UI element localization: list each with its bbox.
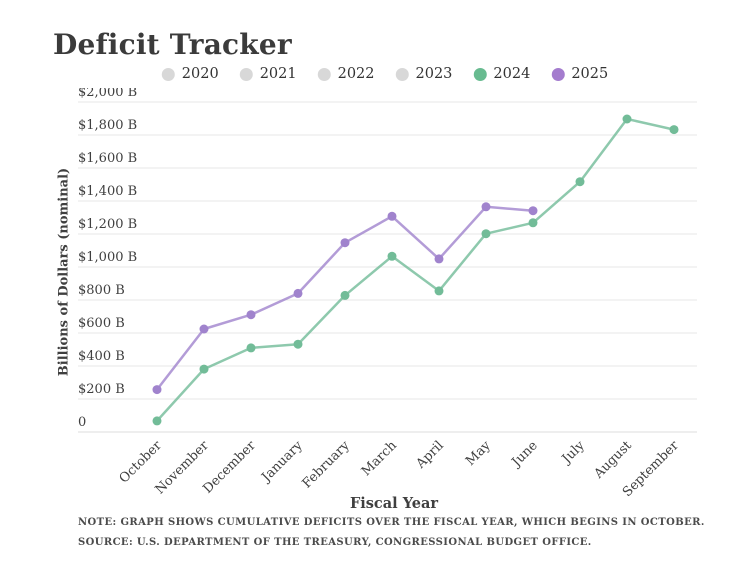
y-tick-label: $600 B	[78, 316, 125, 331]
data-point-2025-October[interactable]	[152, 385, 162, 395]
y-tick-label: $1,400 B	[78, 184, 137, 199]
x-tick-label-July: July	[558, 438, 588, 468]
data-point-2025-November[interactable]	[199, 324, 209, 334]
page-title: Deficit Tracker	[53, 28, 292, 61]
y-tick-label: $1,600 B	[78, 151, 137, 166]
chart-area: 0 $200 B $400 B $600 B $800 B $1,000 B $1,200 …	[0, 88, 754, 500]
legend-label: 2025	[571, 66, 609, 82]
y-tick-label: $200 B	[78, 382, 125, 397]
legend-label: 2021	[259, 66, 297, 82]
y-axis-title: Billions of Dollars (nominal)	[56, 167, 72, 377]
x-tick-label-January: January	[258, 438, 307, 487]
data-point-2024-November[interactable]	[199, 364, 209, 374]
legend-dot-2025	[551, 67, 565, 81]
data-point-2024-August[interactable]	[622, 114, 632, 124]
series-line-2024	[155, 117, 676, 423]
legend-dot-2022	[317, 67, 331, 81]
data-point-2025-December[interactable]	[246, 310, 256, 320]
line-chart: 0 $200 B $400 B $600 B $800 B $1,000 B $1,200 …	[78, 88, 697, 500]
legend-dot-2024	[473, 67, 487, 81]
legend-dot-2023	[395, 67, 409, 81]
y-tick-label: $800 B	[78, 283, 125, 298]
legend-item-2025[interactable]: 2025	[551, 66, 608, 82]
x-tick-label-August: August	[591, 438, 636, 483]
data-point-2024-July[interactable]	[575, 177, 585, 187]
data-point-2024-September[interactable]	[669, 125, 679, 135]
y-tick-label: $2,000 B	[78, 88, 137, 100]
legend-item-2021[interactable]: 2021	[239, 66, 297, 82]
data-point-2025-January[interactable]	[293, 288, 303, 298]
data-point-2024-December[interactable]	[246, 343, 256, 353]
data-point-2025-May[interactable]	[481, 202, 491, 212]
data-point-2025-June[interactable]	[528, 206, 538, 216]
data-point-2025-March[interactable]	[387, 211, 397, 221]
legend-item-2020[interactable]: 2020	[161, 66, 219, 82]
legend-label: 2023	[415, 66, 453, 82]
data-point-2024-April[interactable]	[434, 286, 444, 296]
x-axis-title: Fiscal Year	[349, 495, 439, 512]
x-tick-label-June: June	[508, 438, 541, 471]
legend-dot-2020	[161, 67, 175, 81]
data-point-2025-April[interactable]	[434, 254, 444, 264]
y-tick-label: $1,000 B	[78, 250, 137, 265]
y-tick-label: $1,800 B	[78, 118, 137, 133]
data-point-2024-March[interactable]	[387, 251, 397, 261]
data-point-2024-May[interactable]	[481, 229, 491, 239]
source-text: SOURCE: U.S. DEPARTMENT OF THE TREASURY,…	[78, 537, 592, 548]
legend-item-2022[interactable]: 2022	[317, 66, 375, 82]
x-tick-label-May: May	[463, 438, 494, 469]
y-tick-label: $400 B	[78, 349, 125, 364]
legend-item-2024[interactable]: 2024	[473, 66, 530, 82]
x-tick-label-March: March	[359, 438, 400, 479]
legend-dot-2021	[239, 67, 253, 81]
data-point-2024-October[interactable]	[152, 416, 162, 426]
legend: 2020 2021 2022 2023 2024 2025	[161, 66, 608, 82]
y-tick-label: $1,200 B	[78, 217, 137, 232]
legend-label: 2022	[337, 66, 375, 82]
data-point-2024-February[interactable]	[340, 290, 350, 300]
legend-item-2023[interactable]: 2023	[395, 66, 453, 82]
data-point-2024-January[interactable]	[293, 339, 303, 349]
legend-label: 2020	[181, 66, 219, 82]
note-text: NOTE: GRAPH SHOWS CUMULATIVE DEFICITS OV…	[78, 517, 705, 528]
legend-label: 2024	[493, 66, 531, 82]
x-tick-label-February: February	[300, 438, 354, 492]
x-tick-label-April: April	[413, 438, 447, 472]
data-point-2024-June[interactable]	[528, 218, 538, 228]
y-tick-label: 0	[78, 415, 86, 430]
x-tick-label-October: October	[117, 438, 166, 487]
data-point-2025-February[interactable]	[340, 238, 350, 248]
